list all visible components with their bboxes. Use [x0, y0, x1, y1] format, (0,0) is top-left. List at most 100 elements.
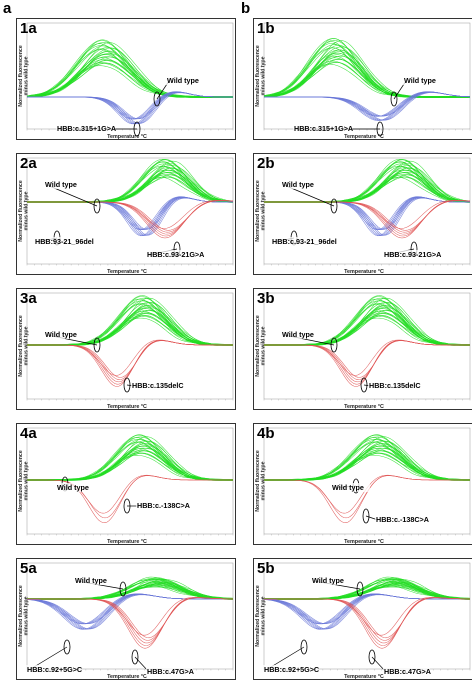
annotation-label: HBB:c.315+1G>A	[294, 124, 353, 133]
annotation-label: Wild type	[167, 76, 199, 85]
annotation-label: HBB:c.92+5G>C	[27, 665, 82, 674]
chart-svg-5b: Normalized fluorescence minus wild type Te…	[255, 562, 471, 680]
annotation-bg	[56, 483, 95, 492]
panel-label-4b: 4b	[257, 425, 275, 442]
annotation-bg	[271, 237, 343, 246]
y-axis-label-line2: minus wild type	[24, 191, 30, 230]
series-line-variant-1	[27, 340, 233, 380]
annotation-bg	[136, 501, 192, 510]
annotation-ellipse	[123, 377, 131, 393]
annotation-label: HBB:c.47G>A	[384, 667, 431, 676]
series-line-wild-type	[263, 434, 471, 481]
annotation-label: Wild type	[45, 330, 77, 339]
chart-panel-3b: Normalized fluorescence minus wild type Te…	[253, 288, 472, 410]
y-axis-label: Normalized fluorescence	[255, 45, 261, 107]
series-line-variant-2	[264, 597, 471, 641]
series-line-variant-1	[27, 340, 233, 387]
y-axis-label: Normalized fluorescence	[18, 45, 24, 107]
plot-area	[263, 157, 471, 265]
series-line-variant-2	[27, 597, 234, 641]
annotation-bg	[34, 237, 98, 246]
series-line-wild-type	[263, 453, 471, 481]
annotation-bg	[331, 483, 370, 492]
annotation-label: Wild type	[57, 483, 89, 492]
chart-svg-1a: Normalized fluorescence minus wild type Te…	[18, 22, 234, 140]
series-line-variant-2	[264, 597, 471, 636]
x-axis-label: Temperature °C	[107, 134, 147, 140]
series-line-wild-type	[263, 165, 470, 203]
column-letter-a: a	[3, 0, 12, 17]
series-line-wild-type	[263, 443, 471, 481]
series-line-wild-type	[263, 442, 471, 481]
annotation-ellipse	[356, 581, 364, 597]
y-axis-label-line2: minus wild type	[261, 191, 267, 230]
series-line-wild-type	[263, 450, 471, 481]
series-line-wild-type	[263, 443, 471, 481]
annotation-label: HBB:c.92+5G>C	[264, 665, 319, 674]
series-line-wild-type	[26, 439, 234, 481]
annotation-ellipse	[153, 91, 161, 107]
panel-label-2a: 2a	[20, 155, 37, 172]
annotation-label: HBB:c.-138C>A	[376, 515, 429, 524]
series-line-wild-type	[26, 445, 234, 481]
annotation-label: HBB:c.93-21G>A	[147, 250, 204, 259]
annotation-label: HBB:c.135delC	[369, 381, 421, 390]
annotation-label: HBB:c.-138C>A	[137, 501, 190, 510]
series-line-variant-1	[27, 340, 233, 378]
y-axis-label-line2: minus wild type	[24, 596, 30, 635]
chart-svg-1b: Normalized fluorescence minus wild type Te…	[255, 22, 471, 140]
series-line-wild-type	[26, 453, 233, 481]
annotation-ellipse	[93, 337, 101, 353]
plot-area	[26, 157, 234, 265]
chart-panel-2a: Normalized fluorescence minus wild type Te…	[16, 153, 236, 275]
chart-panel-2b: Normalized fluorescence minus wild type Te…	[253, 153, 472, 275]
series-line-wild-type	[26, 304, 234, 346]
series-line-variant-1	[264, 474, 470, 514]
annotation-label: Wild type	[332, 483, 364, 492]
chart-svg-5a: Normalized fluorescence minus wild type Te…	[18, 562, 234, 680]
panel-label-2b: 2b	[257, 155, 275, 172]
series-line-variant-1	[27, 475, 233, 519]
annotation-label: HBB:c.135delC	[132, 381, 184, 390]
panel-label-4a: 4a	[20, 425, 37, 442]
y-axis-label-line2: minus wild type	[24, 461, 30, 500]
series-line-wild-type	[26, 302, 234, 346]
y-axis-label: Normalized fluorescence	[18, 180, 24, 242]
x-axis-label: Temperature °C	[344, 269, 384, 275]
annotation-ellipse	[119, 581, 127, 597]
annotation-ellipse	[330, 337, 338, 353]
series-line-wild-type	[26, 450, 234, 481]
chart-svg-2b: Normalized fluorescence minus wild type Te…	[255, 157, 471, 275]
annotation-bg	[368, 381, 424, 390]
chart-svg-3a: Normalized fluorescence minus wild type Te…	[18, 292, 234, 410]
y-axis-label: Normalized fluorescence	[18, 585, 24, 647]
x-axis-label: Temperature °C	[107, 404, 147, 410]
x-axis-label: Temperature °C	[344, 539, 384, 545]
series-line-variant-1	[27, 92, 233, 124]
series-line-wild-type	[263, 304, 471, 346]
annotation-bg	[146, 667, 194, 676]
annotation-ellipse	[330, 198, 338, 214]
annotation-bg	[403, 76, 442, 85]
chart-panel-1b: Normalized fluorescence minus wild type Te…	[253, 18, 472, 140]
chart-svg-4a: Normalized fluorescence minus wild type Te…	[18, 427, 234, 545]
series-line-wild-type	[26, 442, 234, 481]
annotation-label: HBB:c.47G>A	[147, 667, 194, 676]
chart-panel-1a: Normalized fluorescence minus wild type Te…	[16, 18, 236, 140]
series-line-variant-1	[27, 197, 233, 236]
series-line-variant-2	[27, 597, 234, 646]
chart-panel-3a: Normalized fluorescence minus wild type Te…	[16, 288, 236, 410]
chart-panel-4a: Normalized fluorescence minus wild type Te…	[16, 423, 236, 545]
x-axis-label: Temperature °C	[344, 404, 384, 410]
series-line-variant-2	[27, 200, 234, 231]
chart-panel-5a: Normalized fluorescence minus wild type Te…	[16, 558, 236, 680]
y-axis-label: Normalized fluorescence	[255, 450, 261, 512]
annotation-ellipse	[368, 649, 376, 665]
series-line-wild-type	[26, 454, 234, 481]
annotation-label: Wild type	[75, 576, 107, 585]
annotation-label: Wild type	[312, 576, 344, 585]
annotation-ellipse	[390, 91, 398, 107]
annotation-ellipse	[63, 639, 71, 655]
annotation-bg	[44, 330, 83, 339]
series-line-wild-type	[27, 49, 234, 98]
